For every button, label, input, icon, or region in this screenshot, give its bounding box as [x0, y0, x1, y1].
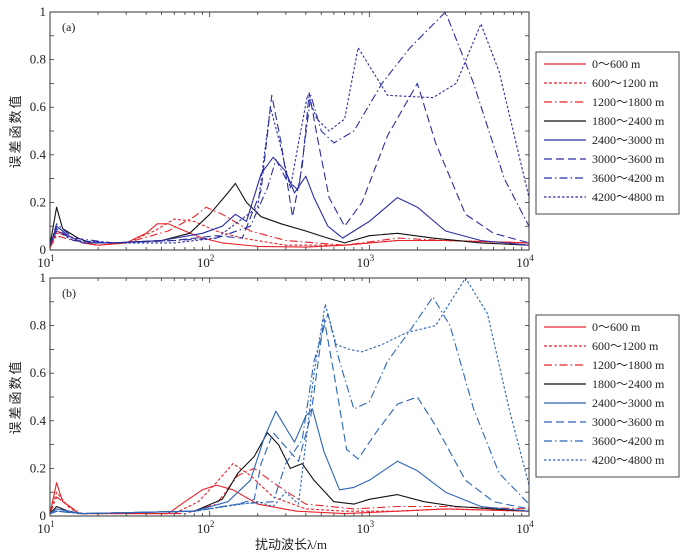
x-tick-label-exponent: 1: [50, 253, 55, 263]
legend-box: [535, 314, 680, 478]
legend-label: 3000～3600 m: [592, 152, 665, 166]
x-tick-label-base: 10: [357, 521, 370, 536]
y-tick-label: 0.2: [30, 194, 46, 209]
x-tick-label-exponent: 4: [529, 253, 534, 263]
y-tick-label: 0: [40, 508, 47, 523]
panel-label: (b): [62, 286, 76, 300]
legend-label: 600～1200 m: [592, 339, 659, 353]
series-line-2: [50, 463, 529, 515]
x-tick-label: 103: [357, 519, 375, 536]
y-tick-label: 0.6: [30, 365, 47, 380]
x-tick-label-base: 10: [197, 255, 210, 270]
legend-label: 4200～4800 m: [592, 190, 665, 204]
plot-area: [50, 12, 529, 250]
y-tick-label: 0: [40, 242, 47, 257]
y-axis-title: 误差函数值: [8, 359, 23, 434]
x-tick-label-exponent: 2: [210, 253, 215, 263]
legend-label: 1800～2400 m: [592, 114, 665, 128]
legend-label: 2400～3000 m: [592, 396, 665, 410]
legend-label: 0～600 m: [592, 320, 641, 334]
y-tick-label: 0.4: [30, 413, 47, 428]
series-line-6: [50, 82, 529, 246]
x-tick-label: 104: [516, 253, 534, 270]
legend-box: [535, 51, 680, 215]
legend-label: 1200～1800 m: [592, 95, 665, 109]
panel-label: (a): [62, 20, 75, 34]
y-tick-label: 1: [40, 4, 47, 19]
x-tick-label: 103: [357, 253, 375, 270]
panel-b: 101 102 103 10400.20.40.60.81误差函数值(b)0～600 …: [8, 270, 680, 536]
legend-label: 3600～4200 m: [592, 171, 665, 185]
series-line-4: [50, 182, 529, 246]
legend: 0～600 m 600～1200 m 1200～1800 m 1800～2400 m 2…: [535, 314, 680, 478]
x-tick-label-exponent: 3: [370, 253, 375, 263]
y-tick-label: 0.6: [30, 99, 47, 114]
series-group: [50, 12, 529, 248]
x-tick-label: 101: [37, 519, 55, 536]
y-tick-label: 0.8: [30, 318, 46, 333]
series-line-3: [50, 467, 529, 515]
x-tick-label-base: 10: [516, 521, 529, 536]
x-tick-label: 102: [197, 519, 215, 536]
legend-label: 600～1200 m: [592, 76, 659, 90]
legend-label: 1200～1800 m: [592, 358, 665, 372]
x-tick-label-exponent: 4: [529, 519, 534, 529]
series-group: [50, 278, 529, 515]
legend-label: 3000～3600 m: [592, 415, 665, 429]
legend: 0～600 m 600～1200 m 1200～1800 m 1800～2400 m 2…: [535, 51, 680, 215]
series-line-7: [50, 12, 529, 246]
series-line-6: [50, 317, 529, 515]
legend-label: 2400～3000 m: [592, 133, 665, 147]
panel-a: 101 102 103 10400.20.40.60.81误差函数值(a)0～600 …: [8, 4, 680, 270]
x-tick-label-base: 10: [37, 255, 50, 270]
y-tick-label: 0.2: [30, 460, 46, 475]
x-tick-label-base: 10: [357, 255, 370, 270]
y-tick-label: 0.4: [30, 147, 47, 162]
x-tick-label-base: 10: [197, 521, 210, 536]
x-tick-label-base: 10: [37, 521, 50, 536]
x-tick-label: 102: [197, 253, 215, 270]
y-axis-title: 误差函数值: [8, 93, 23, 168]
y-tick-label: 1: [40, 270, 47, 285]
legend-label: 4200～4800 m: [592, 453, 665, 467]
y-tick-label: 0.8: [30, 52, 46, 67]
x-tick-label-base: 10: [516, 255, 529, 270]
legend-label: 3600～4200 m: [592, 434, 665, 448]
legend-label: 0～600 m: [592, 57, 641, 71]
x-axis-title: 扰动波长λ/m: [255, 537, 327, 552]
x-tick-label-exponent: 3: [370, 519, 375, 529]
plot-area: [50, 278, 529, 516]
x-tick-label-exponent: 2: [210, 519, 215, 529]
x-tick-label: 101: [37, 253, 55, 270]
series-line-7: [50, 296, 529, 515]
x-tick-label-exponent: 1: [50, 519, 55, 529]
series-line-8: [50, 278, 529, 515]
legend-label: 1800～2400 m: [592, 377, 665, 391]
series-line-8: [50, 23, 529, 246]
x-tick-label: 104: [516, 519, 534, 536]
